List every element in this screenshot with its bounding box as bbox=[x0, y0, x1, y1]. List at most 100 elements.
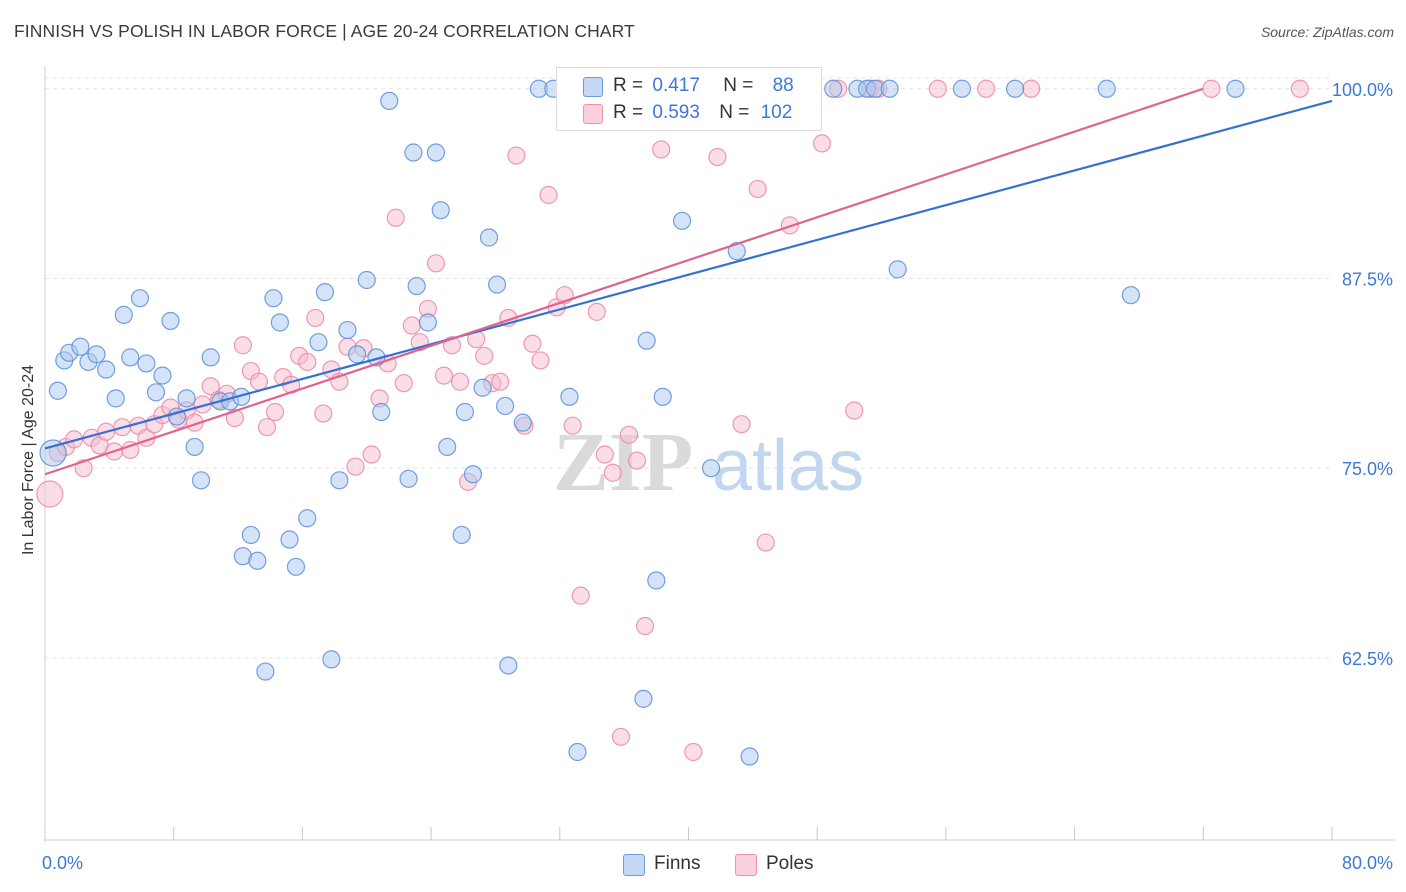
finns-point-77 bbox=[824, 79, 843, 98]
finns-point-39 bbox=[357, 270, 376, 290]
poles-legend-swatch bbox=[735, 854, 757, 876]
finns-point-14 bbox=[153, 366, 172, 385]
poles-point-70 bbox=[603, 463, 622, 482]
finns-point-41 bbox=[372, 402, 391, 422]
finns-point-50 bbox=[452, 525, 471, 545]
finns-point-47 bbox=[426, 143, 446, 162]
finns-point-51 bbox=[455, 402, 474, 422]
finns-point-65 bbox=[634, 689, 653, 708]
poles-trend-line bbox=[44, 87, 1204, 476]
poles-point-60 bbox=[523, 334, 542, 353]
poles-point-73 bbox=[627, 451, 647, 470]
poles-point-62 bbox=[539, 185, 558, 205]
finns-point-4 bbox=[71, 337, 90, 356]
finns-point-43 bbox=[399, 469, 418, 488]
poles-point-92 bbox=[812, 134, 832, 153]
poles-point-40 bbox=[362, 445, 381, 464]
finns-swatch bbox=[583, 77, 603, 97]
x-tick-80: 80.0% bbox=[1341, 853, 1393, 873]
finns-point-81 bbox=[880, 79, 899, 98]
poles-point-86 bbox=[732, 415, 751, 434]
poles-point-94 bbox=[845, 401, 864, 420]
finns-point-46 bbox=[418, 313, 437, 332]
poles-point-83 bbox=[708, 147, 727, 167]
poles-point-54 bbox=[475, 346, 494, 365]
finns-point-57 bbox=[499, 656, 518, 675]
poles-point-72 bbox=[619, 425, 639, 444]
finns-point-26 bbox=[248, 551, 267, 570]
poles-point-66 bbox=[571, 586, 590, 605]
finns-point-68 bbox=[653, 387, 672, 406]
finns-r-value: 0.417 bbox=[652, 75, 700, 96]
finns-point-67 bbox=[647, 571, 666, 590]
poles-n-value: 102 bbox=[760, 102, 793, 123]
poles-point-10 bbox=[121, 440, 140, 460]
stats-legend: R = 0.417 N = 88 R = 0.593 N = 102 bbox=[556, 67, 822, 131]
poles-point-48 bbox=[426, 254, 446, 273]
finns-n-label: N = bbox=[723, 75, 754, 96]
trend-lines bbox=[44, 87, 1333, 476]
finns-point-44 bbox=[404, 143, 423, 162]
finns-point-82 bbox=[888, 260, 907, 279]
poles-point-97 bbox=[928, 79, 947, 98]
poles-point-28 bbox=[265, 402, 285, 422]
poles-r-value: 0.593 bbox=[652, 102, 700, 123]
finns-point-35 bbox=[322, 650, 341, 669]
finns-point-52 bbox=[463, 465, 483, 484]
finns-point-19 bbox=[191, 471, 211, 490]
finns-point-13 bbox=[146, 383, 166, 402]
finns-point-9 bbox=[114, 305, 133, 324]
finns-trend-line bbox=[44, 99, 1333, 450]
poles-point-23 bbox=[225, 408, 244, 428]
finns-point-18 bbox=[185, 437, 204, 457]
finns-legend-label: Finns bbox=[654, 853, 701, 874]
finns-point-28 bbox=[264, 289, 283, 308]
poles-point-68 bbox=[587, 302, 606, 321]
finns-point-56 bbox=[496, 396, 515, 416]
finns-point-25 bbox=[241, 525, 261, 545]
poles-point-80 bbox=[684, 742, 703, 762]
finns-point-85 bbox=[1097, 79, 1116, 98]
finns-point-27 bbox=[256, 662, 275, 681]
finns-point-10 bbox=[121, 348, 140, 367]
watermark-atlas: atlas bbox=[712, 426, 864, 506]
y-tick-label-2: 87.5% bbox=[1342, 269, 1393, 289]
poles-point-69 bbox=[595, 445, 614, 464]
finns-point-33 bbox=[309, 333, 328, 352]
finns-n-value: 88 bbox=[772, 75, 794, 96]
y-axis-label: In Labor Force | Age 20-24 bbox=[20, 364, 37, 556]
poles-point-44 bbox=[394, 374, 413, 393]
poles-point-76 bbox=[652, 140, 671, 159]
poles-point-24 bbox=[233, 336, 252, 355]
x-tick-0: 0.0% bbox=[42, 853, 84, 873]
finns-point-34 bbox=[315, 283, 335, 302]
finns-point-7 bbox=[97, 360, 116, 379]
finns-point-86 bbox=[1121, 286, 1141, 305]
chart-title: FINNISH VS POLISH IN LABOR FORCE | AGE 2… bbox=[14, 21, 635, 41]
poles-point-32 bbox=[298, 352, 317, 372]
finns-point-54 bbox=[479, 228, 499, 247]
finns-point-36 bbox=[330, 471, 349, 490]
finns-point-20 bbox=[201, 348, 220, 367]
watermark: ZIP atlas bbox=[553, 416, 864, 509]
poles-point-74 bbox=[635, 616, 655, 636]
poles-point-58 bbox=[507, 146, 526, 165]
finns-r-label: R = bbox=[613, 75, 644, 96]
finns-point-74 bbox=[727, 242, 746, 261]
finns-point-83 bbox=[952, 79, 972, 98]
finns-point-42 bbox=[380, 91, 399, 111]
poles-point-38 bbox=[346, 457, 365, 476]
poles-swatch bbox=[583, 104, 603, 124]
finns-point-69 bbox=[672, 211, 692, 230]
poles-point-61 bbox=[531, 351, 550, 370]
poles-n-label: N = bbox=[719, 102, 750, 123]
poles-point-88 bbox=[756, 533, 775, 552]
poles-point-100 bbox=[1202, 79, 1221, 98]
poles-point-0 bbox=[36, 480, 64, 508]
finns-point-58 bbox=[513, 413, 532, 432]
finns-point-11 bbox=[130, 289, 150, 308]
poles-point-87 bbox=[748, 179, 767, 199]
finns-point-29 bbox=[270, 313, 289, 332]
poles-point-71 bbox=[611, 727, 631, 746]
